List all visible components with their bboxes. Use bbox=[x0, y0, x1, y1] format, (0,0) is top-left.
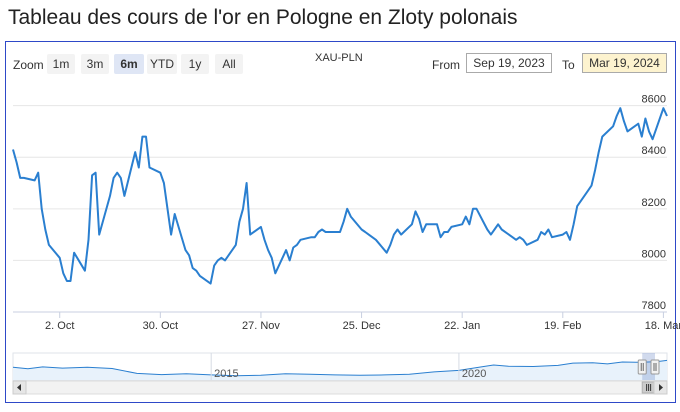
range-from-input[interactable]: Sep 19, 2023 bbox=[466, 53, 552, 73]
chart-symbol: XAU-PLN bbox=[315, 52, 363, 64]
zoom-1m-button[interactable]: 1m bbox=[47, 54, 75, 74]
zoom-6m-button[interactable]: 6m bbox=[114, 54, 144, 74]
range-to-label: To bbox=[562, 58, 575, 72]
zoom-all-button[interactable]: All bbox=[215, 54, 243, 74]
range-from-label: From bbox=[432, 58, 460, 72]
zoom-ytd-button[interactable]: YTD bbox=[147, 54, 177, 74]
zoom-1y-button[interactable]: 1y bbox=[181, 54, 209, 74]
chart-container bbox=[5, 41, 676, 403]
range-to-input[interactable]: Mar 19, 2024 bbox=[582, 53, 667, 73]
zoom-3m-button[interactable]: 3m bbox=[81, 54, 109, 74]
page-title: Tableau des cours de l'or en Pologne en … bbox=[8, 6, 518, 29]
zoom-label: Zoom bbox=[13, 58, 44, 72]
